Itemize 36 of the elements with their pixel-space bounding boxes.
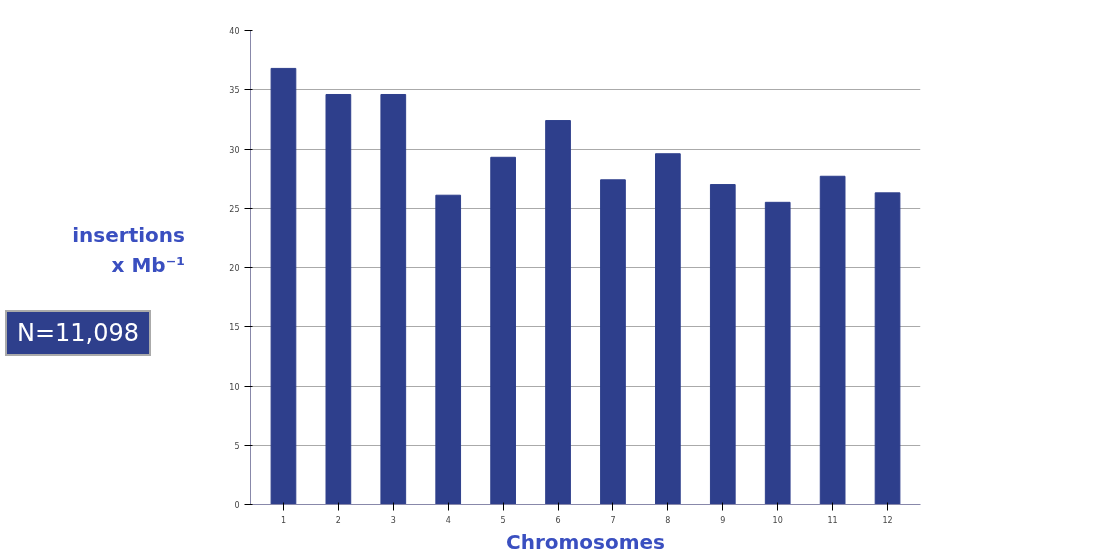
y-tick-label: 15	[229, 323, 240, 333]
x-tick-label: 6	[555, 515, 561, 525]
x-axis-title: Chromosomes	[505, 529, 666, 554]
x-tick-label: 4	[445, 515, 451, 525]
y-tick-label: 40	[229, 27, 240, 36]
y-tick-label: 35	[229, 86, 240, 96]
x-tick-label: 12	[882, 515, 893, 525]
bar	[380, 93, 407, 505]
y-tick-label: 30	[229, 145, 240, 155]
y-axis-title: insertions x Mb⁻¹	[71, 222, 185, 279]
bar	[874, 192, 901, 505]
x-tick-label: 5	[500, 515, 506, 525]
x-tick-label: 9	[720, 515, 726, 525]
y-tick-label: 5	[234, 441, 240, 451]
x-tick-label: 1	[280, 515, 286, 525]
bar	[709, 184, 736, 505]
bar	[545, 120, 571, 505]
bar	[490, 156, 516, 505]
bar	[435, 194, 462, 505]
text: N=11,098	[5, 310, 152, 357]
x-tick-label: 10	[772, 515, 783, 525]
x-tick-label: 2	[335, 515, 341, 525]
bar	[655, 153, 681, 505]
x-tick-label: 3	[390, 515, 396, 525]
y-tick-label: 20	[229, 264, 240, 273]
y-tick-label: 25	[229, 204, 240, 214]
y-tick-label: 0	[234, 501, 240, 510]
bar	[819, 175, 846, 505]
bar	[270, 67, 297, 505]
x-tick-label: 7	[610, 515, 616, 525]
bar	[764, 201, 791, 505]
x-tick-label: 8	[665, 515, 671, 525]
bar	[325, 93, 352, 505]
bar	[600, 179, 626, 505]
y-tick-label: 10	[229, 382, 240, 392]
x-tick-label: 11	[827, 515, 838, 525]
